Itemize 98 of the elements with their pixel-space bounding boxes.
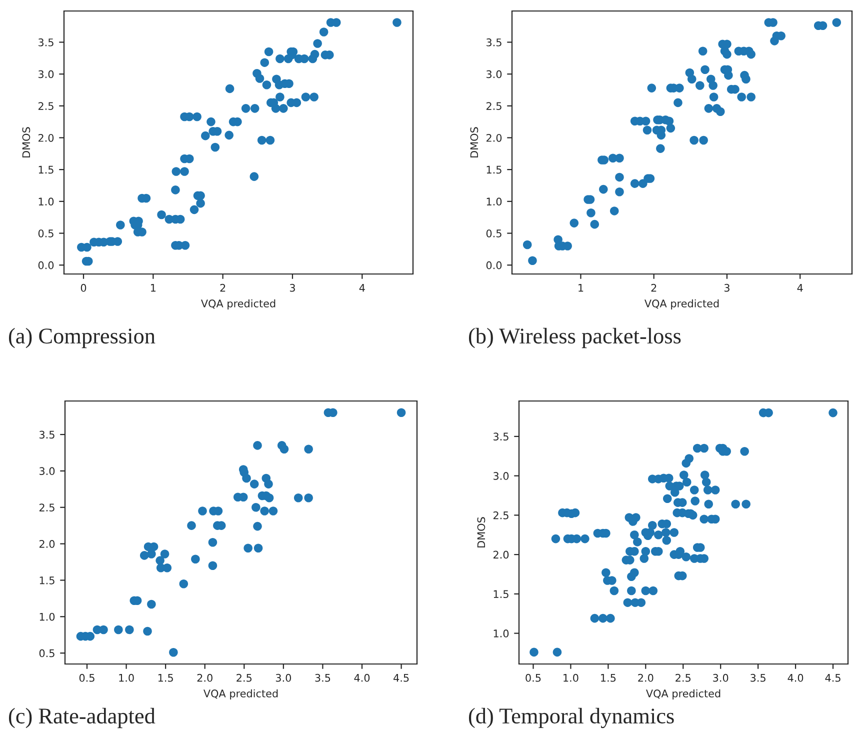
x-tick-label: 3.5: [750, 674, 766, 682]
x-tick-label: 2.5: [236, 674, 252, 682]
point: [242, 474, 251, 483]
y-tick-label: 1.0: [486, 198, 502, 206]
point: [143, 626, 152, 636]
y-tick-label: 0.0: [38, 261, 54, 270]
point: [252, 502, 260, 512]
x-tick-label: 2: [651, 284, 656, 292]
y-tick-label: 2.0: [493, 550, 509, 559]
point: [179, 579, 188, 588]
x-axis-title: VQA predicted: [200, 299, 276, 310]
point: [208, 561, 218, 570]
y-tick-label: 1.5: [40, 576, 54, 584]
y-tick-label: 1.5: [486, 166, 502, 174]
y-axis-title: DMOS: [477, 517, 486, 548]
point: [396, 408, 406, 418]
x-tick-label: 1.5: [601, 674, 616, 682]
point: [264, 494, 274, 502]
x-axis-title: VQA predicted: [646, 689, 720, 700]
x-tick-label: 3.0: [713, 674, 728, 682]
point: [114, 625, 123, 634]
y-tick-label: 3.0: [494, 472, 509, 480]
x-axis-title: VQA predicted: [644, 299, 719, 310]
x-axis-title: VQA predicted: [203, 689, 278, 700]
x-tick-label: 4: [797, 284, 803, 292]
x-tick-label: 4.5: [394, 674, 409, 682]
point: [99, 625, 108, 634]
point: [294, 494, 303, 502]
x-tick-label: 0.5: [79, 674, 94, 682]
y-tick-label: 0.5: [38, 229, 54, 238]
point: [253, 522, 262, 531]
x-tick-label: 2.5: [676, 674, 690, 682]
y-tick-label: 1.5: [38, 166, 54, 174]
x-tick-label: 0: [80, 284, 86, 292]
x-tick-label: 4: [359, 284, 365, 292]
x-tick-label: 3: [290, 284, 295, 292]
x-tick-label: 3.5: [315, 674, 330, 682]
point: [191, 554, 200, 564]
point: [254, 544, 263, 553]
y-tick-label: 0.5: [39, 649, 54, 658]
point: [268, 506, 278, 516]
x-tick-label: 2.0: [197, 674, 212, 682]
point: [264, 480, 273, 488]
y-tick-label: 3.0: [486, 70, 502, 78]
y-tick-label: 2.0: [38, 134, 54, 142]
y-tick-label: 1.0: [40, 612, 55, 621]
x-tick-label: 1: [150, 284, 156, 292]
x-tick-label: 1.0: [564, 674, 578, 682]
x-tick-label: 4.0: [788, 674, 804, 682]
y-tick-label: 1.5: [494, 590, 508, 598]
point: [280, 444, 289, 454]
point: [140, 551, 149, 560]
y-tick-label: 3.0: [40, 467, 55, 476]
y-tick-label: 1.0: [38, 198, 54, 206]
x-tick-label: 2: [220, 284, 226, 292]
x-tick-label: 1.0: [119, 674, 134, 682]
point: [244, 544, 252, 553]
x-tick-label: 1.5: [158, 674, 173, 682]
point: [208, 538, 218, 547]
point: [250, 480, 259, 488]
x-tick-label: 0.5: [526, 674, 541, 682]
x-tick-label: 4.5: [825, 674, 840, 682]
point: [147, 550, 156, 558]
x-tick-label: 4.0: [354, 674, 370, 682]
point: [125, 625, 134, 634]
point: [147, 600, 156, 609]
x-tick-label: 1: [578, 284, 584, 292]
x-tick-label: 3: [724, 284, 730, 292]
y-tick-label: 2.5: [38, 102, 54, 110]
point: [304, 444, 313, 454]
y-tick-label: 0.5: [486, 229, 502, 238]
y-tick-label: 2.5: [493, 511, 508, 520]
point: [198, 506, 207, 516]
point: [304, 494, 313, 502]
y-axis-title: DMOS: [470, 127, 478, 158]
text: (c) Rate-adapted: [8, 708, 156, 728]
text: (b) Wireless packet-loss: [468, 328, 681, 348]
point: [187, 521, 196, 530]
y-tick-label: 3.5: [38, 38, 54, 46]
y-tick-label: 3.5: [494, 432, 508, 441]
y-tick-label: 2.0: [486, 134, 502, 142]
y-tick-label: 3.0: [38, 70, 54, 78]
x-tick-label: 3.0: [276, 674, 292, 682]
y-tick-label: 3.5: [40, 430, 54, 439]
y-tick-label: 2.5: [39, 504, 54, 512]
y-tick-label: 2.0: [39, 540, 55, 548]
y-tick-label: 2.5: [486, 102, 502, 110]
text: (a) Compression: [8, 328, 156, 348]
y-tick-label: 1.0: [494, 630, 509, 638]
x-tick-label: 2.0: [638, 674, 654, 682]
point: [169, 648, 178, 657]
y-tick-label: 0.0: [486, 261, 502, 270]
point: [160, 550, 170, 558]
point: [253, 441, 262, 450]
y-axis-title: DMOS: [22, 127, 30, 158]
y-tick-label: 3.5: [486, 38, 502, 46]
point: [260, 506, 269, 516]
text: (d) Temporal dynamics: [468, 708, 674, 728]
